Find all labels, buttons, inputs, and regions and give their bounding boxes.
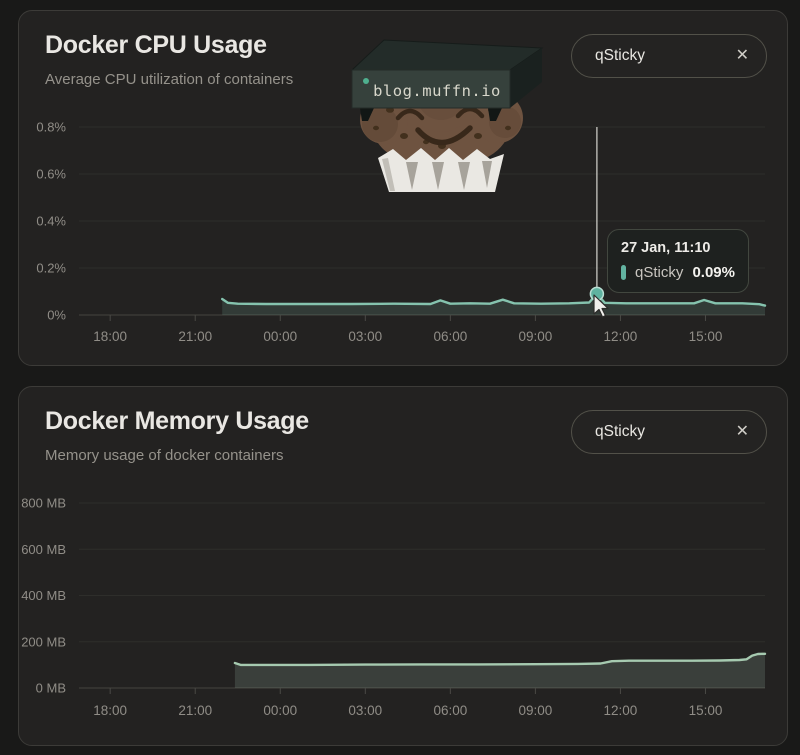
x-axis-tick-label: 09:00 [518, 703, 552, 718]
y-axis-tick-label: 800 MB [21, 496, 66, 511]
x-axis-tick-label: 06:00 [433, 703, 467, 718]
muffin-wrapper [378, 148, 504, 192]
series-color-marker [621, 265, 626, 280]
muffin-face [395, 106, 485, 146]
cpu-usage-chart[interactable]: 0% 0.2% 0.4% 0.6% 0.8% 18:00 21:00 00:00 03:00 06… [19, 117, 789, 357]
cpu-panel-subtitle: Average CPU utilization of containers [45, 71, 294, 88]
x-axis-tick-label: 03:00 [348, 329, 382, 344]
tooltip-timestamp: 27 Jan, 11:10 [621, 240, 711, 256]
close-icon[interactable]: ✕ [735, 47, 749, 64]
y-axis-tick-label: 600 MB [21, 542, 66, 557]
memory-filter-value: qSticky [595, 423, 645, 440]
y-axis-tick-label: 200 MB [21, 634, 66, 649]
series-area [222, 293, 765, 315]
y-axis-tick-label: 0.4% [36, 214, 66, 229]
cpu-container-filter[interactable]: qSticky ✕ [571, 34, 767, 78]
memory-container-filter[interactable]: qSticky ✕ [571, 410, 767, 454]
memory-usage-panel: Docker Memory Usage Memory usage of dock… [18, 386, 788, 746]
blog-url-label: blog.muffn.io [373, 82, 501, 100]
x-axis-tick-label: 03:00 [348, 703, 382, 718]
cpu-filter-value: qSticky [595, 47, 645, 64]
series-line [233, 652, 767, 667]
y-axis-tick-label: 0.2% [36, 261, 66, 276]
x-axis-tick-label: 00:00 [263, 329, 297, 344]
memory-panel-title: Docker Memory Usage [45, 407, 309, 435]
switch-hat: blog.muffn.io [350, 39, 544, 121]
close-icon[interactable]: ✕ [735, 423, 749, 440]
wrapper-flutes [382, 158, 492, 191]
x-axis-tick-label: 15:00 [689, 703, 723, 718]
x-axis-tick-label: 12:00 [604, 703, 638, 718]
chart-tooltip: 27 Jan, 11:10 qSticky 0.09% [607, 229, 749, 293]
x-axis-tick-label: 09:00 [518, 329, 552, 344]
x-axis-tick-label: 21:00 [178, 329, 212, 344]
mouse-cursor-icon [593, 294, 609, 318]
memory-usage-chart[interactable]: 0 MB 200 MB 400 MB 600 MB 800 MB 18:00 21:00 00… [19, 481, 789, 731]
x-axis-tick-label: 00:00 [263, 703, 297, 718]
x-axis-tick-label: 06:00 [433, 329, 467, 344]
tooltip-series-name: qSticky [635, 264, 684, 281]
muffin-mascot-logo: blog.muffn.io [350, 39, 544, 192]
led-indicator-icon [363, 78, 369, 84]
y-axis-tick-label: 0.6% [36, 167, 66, 182]
cpu-panel-title: Docker CPU Usage [45, 31, 267, 59]
x-axis-tick-label: 18:00 [93, 703, 127, 718]
x-axis-tick-label: 21:00 [178, 703, 212, 718]
y-axis-tick-label: 0% [47, 308, 66, 323]
series-area [234, 653, 765, 688]
y-axis-tick-label: 0.8% [36, 120, 66, 135]
x-axis-tick-label: 12:00 [604, 329, 638, 344]
tooltip-series-row: qSticky 0.09% [621, 264, 735, 281]
y-axis-tick-label: 0 MB [36, 681, 66, 696]
y-axis-tick-label: 400 MB [21, 588, 66, 603]
x-axis-tick-label: 18:00 [93, 329, 127, 344]
tooltip-series-value: 0.09% [692, 264, 735, 281]
x-axis-tick-label: 15:00 [689, 329, 723, 344]
series-line [221, 292, 767, 307]
memory-panel-subtitle: Memory usage of docker containers [45, 447, 284, 464]
